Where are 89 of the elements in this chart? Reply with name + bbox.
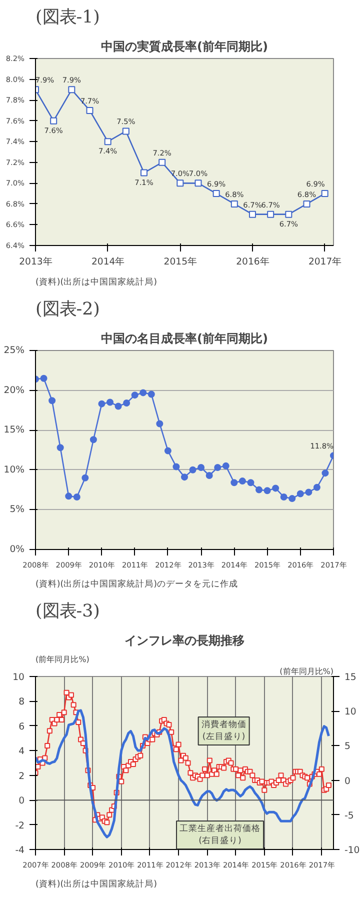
point xyxy=(148,390,155,398)
point xyxy=(73,493,80,500)
point xyxy=(322,470,329,477)
point xyxy=(50,117,58,124)
text: (資料)(出所は中国国家統計局) xyxy=(36,276,158,288)
point xyxy=(189,466,196,474)
y-tick-label: -2 xyxy=(15,820,25,832)
point xyxy=(104,138,112,146)
text: (図表-3) xyxy=(36,602,100,622)
chart-title: インフレ率の長期推移 xyxy=(124,634,244,648)
point xyxy=(267,210,274,218)
point xyxy=(140,389,147,396)
point xyxy=(98,400,106,408)
point xyxy=(264,487,271,494)
y-tick-label: 8 xyxy=(18,696,25,708)
point xyxy=(212,190,220,198)
x-tick-label: 2015年 xyxy=(164,256,197,268)
point xyxy=(248,210,256,218)
x-tick-label: 2016年 xyxy=(236,256,269,268)
text: (図表-1) xyxy=(36,8,100,28)
point xyxy=(123,400,130,407)
point xyxy=(222,462,230,470)
y2-tick-label: -5 xyxy=(344,810,354,822)
text: (図表-2) xyxy=(36,300,100,320)
y2-tick-label: -10 xyxy=(344,845,360,856)
point xyxy=(272,484,280,492)
point xyxy=(288,495,296,502)
y-tick-label: 6 xyxy=(18,721,25,732)
point xyxy=(122,128,130,135)
point xyxy=(305,488,312,496)
point xyxy=(40,374,48,382)
chart-title: 中国の名目成長率(前年同期比) xyxy=(101,332,268,346)
y2-tick-label: 5 xyxy=(344,741,350,752)
point xyxy=(172,463,180,470)
point xyxy=(238,478,246,485)
point xyxy=(68,86,76,94)
y-tick-label: 0% xyxy=(10,544,25,555)
annotation: 工業生産者出荷価格 (右目盛り) xyxy=(180,823,261,846)
point xyxy=(164,447,172,454)
text: (資料)(出所は中国国家統計局) xyxy=(36,878,158,890)
chart-title: 中国の実質成長率(前年同期比) xyxy=(101,40,268,54)
point xyxy=(206,472,213,479)
point xyxy=(56,444,64,452)
point xyxy=(106,398,114,406)
y-tick-label: 4 xyxy=(18,746,25,758)
x-tick-label: 2014年 xyxy=(91,256,124,268)
x-tick-label: 2017年 xyxy=(308,256,342,268)
point xyxy=(296,490,304,498)
point xyxy=(48,397,56,404)
point xyxy=(65,492,72,500)
point xyxy=(158,158,166,166)
point xyxy=(82,474,89,482)
y-axis-title: (前年同月比%) xyxy=(36,655,90,664)
point xyxy=(198,464,205,472)
y-tick-label: 15% xyxy=(4,424,25,436)
point xyxy=(303,200,310,208)
point xyxy=(86,106,94,114)
text: (資料)(出所は中国国家統計局)のデータを元に作成 xyxy=(36,578,238,590)
x-tick-label: 2013年 xyxy=(19,256,52,268)
point xyxy=(214,464,222,472)
y2-tick-label: 10 xyxy=(344,706,356,718)
point xyxy=(256,486,262,494)
point xyxy=(156,420,164,428)
point xyxy=(176,180,184,187)
annotation: 消費者物価 (左目盛り) xyxy=(201,719,246,742)
y-tick-label: 5% xyxy=(10,504,25,516)
point xyxy=(140,169,148,176)
y2-axis-title: (前年同月比%) xyxy=(280,667,334,676)
point xyxy=(230,479,238,486)
y-tick-label: 0 xyxy=(18,796,25,807)
point xyxy=(181,474,188,481)
point xyxy=(230,200,238,208)
point xyxy=(114,402,122,410)
point xyxy=(247,479,254,486)
point xyxy=(280,493,288,500)
y-tick-label: 20% xyxy=(4,384,25,396)
y-tick-label: 10% xyxy=(4,464,25,476)
y-tick-label: 25% xyxy=(4,345,25,356)
y-tick-label: 2 xyxy=(18,770,25,782)
point xyxy=(321,190,328,198)
y-tick-label: -4 xyxy=(15,845,25,856)
point xyxy=(194,180,202,187)
point xyxy=(90,436,97,444)
point xyxy=(285,210,292,218)
y-tick-label: 10 xyxy=(12,672,25,683)
y2-tick-label: 0 xyxy=(344,776,350,787)
y2-tick-label: 15 xyxy=(344,672,356,683)
point xyxy=(313,484,320,491)
point xyxy=(131,392,138,399)
